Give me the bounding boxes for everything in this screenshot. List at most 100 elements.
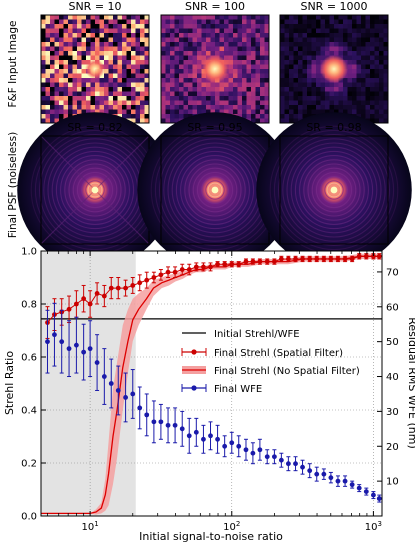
strehl-spatial-filter-point (314, 255, 320, 263)
wfe-point (314, 466, 320, 482)
wfe-point (158, 403, 164, 440)
wfe-point (59, 309, 65, 374)
panel-title-sr-098: SR = 0.98 (306, 121, 361, 134)
strehl-spatial-filter-point (101, 284, 107, 308)
wfe-point (201, 424, 206, 454)
wfe-point (264, 449, 270, 465)
legend-label-spatial-filter: Final Strehl (Spatial Filter) (214, 348, 343, 359)
plot-frame (40, 250, 383, 517)
wfe-point (229, 431, 235, 454)
strehl-spatial-filter-point (335, 255, 341, 263)
legend-label-no-spatial-filter: Final Strehl (No Spatial Filter) (214, 366, 360, 377)
strehl-spatial-filter-point (165, 266, 171, 278)
strehl-spatial-filter-point (342, 255, 348, 263)
wfe-point (101, 348, 107, 405)
y-tick-label-left: 1.0 (21, 247, 37, 258)
wfe-point (376, 494, 382, 503)
strehl-spatial-filter-point (222, 261, 228, 268)
wfe-point (193, 417, 199, 447)
y-tick-label-right: 60 (386, 302, 399, 313)
strehl-spatial-filter-point (328, 255, 334, 263)
strehl-spatial-filter-point (236, 261, 242, 268)
wfe-point (321, 468, 327, 480)
legend-entry-final-wfe: Final WFE (181, 384, 262, 395)
strehl-spatial-filter-point (356, 253, 362, 260)
y-tick-label-left: 0.6 (21, 353, 37, 364)
wfe-point (371, 491, 376, 500)
input-image-snr-100 (160, 14, 270, 124)
strehl-spatial-filter-point (123, 279, 128, 297)
wfe-point (144, 393, 150, 437)
legend-label-final-wfe: Final WFE (214, 384, 262, 395)
strehl-spatial-filter-point (208, 262, 213, 272)
panel-title-snr-1000: SNR = 1000 (300, 0, 367, 13)
input-image-snr-10 (40, 14, 150, 124)
y-tick-label-right: 40 (386, 372, 399, 383)
wfe-point (257, 438, 263, 461)
wfe-point (285, 456, 291, 472)
wfe-point (115, 365, 121, 416)
strehl-spatial-filter-point (257, 258, 263, 265)
row-label-final-psf: Final PSF (noiseless) (7, 132, 19, 238)
strehl-spatial-filter-point (115, 277, 121, 300)
wfe-point (94, 334, 100, 391)
wfe-point (293, 456, 298, 472)
strehl-spatial-filter-point (264, 258, 270, 265)
legend-entry-no-spatial-filter: Final Strehl (No Spatial Filter) (182, 366, 360, 377)
y-tick-label-right: 50 (386, 337, 399, 348)
wfe-point (108, 358, 114, 409)
y-axis-label-left: Strehl Ratio (3, 351, 16, 415)
wfe-point (186, 417, 192, 454)
strehl-spatial-filter-point (66, 295, 72, 324)
y-tick-label-left: 0.2 (21, 459, 37, 470)
strehl-spatial-filter-point (108, 277, 114, 300)
y-tick-label-right: 30 (386, 407, 399, 418)
y-tick-label-right: 20 (386, 442, 399, 453)
final-psf-sr-098 (256, 112, 412, 268)
wfe-point (307, 463, 313, 479)
input-image-row: SNR = 10 SNR = 100 SNR = 1000 F&F Input … (7, 0, 389, 124)
strehl-spatial-filter-point (229, 261, 235, 268)
panel-title-snr-100: SNR = 100 (185, 0, 245, 13)
strehl-spatial-filter-point (172, 266, 178, 278)
strehl-spatial-filter-point (271, 258, 277, 265)
strehl-spatial-filter-point (158, 269, 164, 281)
wfe-point (222, 435, 228, 458)
wfe-point (236, 435, 242, 458)
y-tick-label-left: 0.0 (21, 512, 37, 523)
y-axis-label-right: Residual RMS WFE (nm) (406, 317, 415, 448)
wfe-point (328, 471, 334, 484)
wfe-point (215, 424, 220, 454)
y-tick-label-right: 10 (386, 477, 399, 488)
strehl-wfe-chart: 101 102 103 0.0 0.2 0.4 0.6 0.8 1.0 10 20 30 40 50 60 7… (3, 247, 415, 544)
no-spatial-filter-band (41, 253, 380, 515)
strehl-spatial-filter-point (186, 263, 192, 276)
wfe-point (300, 459, 305, 475)
legend: Initial Strehl/WFE Final Strehl (Spatial… (181, 329, 360, 395)
final-psf-row: SR = 0.82 SR = 0.95 SR = 0.98 Final PSF … (7, 112, 412, 268)
strehl-spatial-filter-point (363, 253, 369, 260)
strehl-spatial-filter-point (376, 253, 382, 260)
strehl-spatial-filter-point (307, 255, 313, 263)
strehl-spatial-filter-point (151, 271, 157, 284)
strehl-spatial-filter-point (293, 255, 298, 263)
x-axis-label: Initial signal-to-noise ratio (139, 530, 283, 543)
strehl-spatial-filter-point (349, 255, 355, 263)
strehl-spatial-filter-point (321, 255, 327, 263)
y-tick-label-right: 70 (386, 267, 399, 278)
strehl-spatial-filter-point (193, 262, 199, 272)
legend-entry-spatial-filter: Final Strehl (Spatial Filter) (181, 348, 343, 359)
row-label-input-image: F&F Input Image (7, 20, 19, 107)
wfe-point (356, 484, 362, 493)
x-tick-label: 101 (82, 520, 99, 533)
wfe-point (243, 438, 249, 461)
panel-title-sr-095: SR = 0.95 (187, 121, 242, 134)
y-tick-label-left: 0.8 (21, 300, 37, 311)
wfe-point (271, 449, 277, 465)
wfe-point (208, 421, 213, 451)
wfe-point (81, 323, 87, 381)
strehl-spatial-filter-point (278, 255, 284, 263)
strehl-spatial-filter-point (179, 263, 185, 276)
strehl-spatial-filter-point (81, 284, 87, 313)
